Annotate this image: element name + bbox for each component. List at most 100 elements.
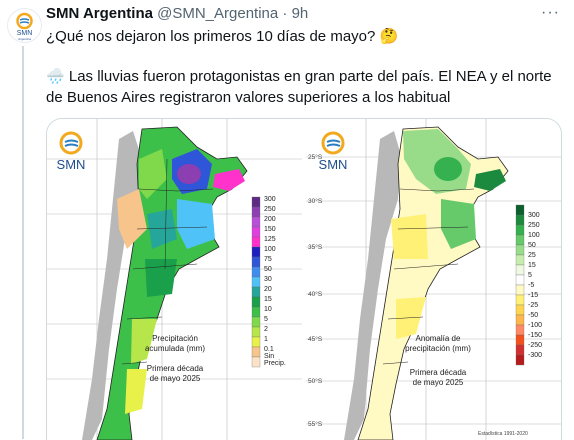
anomaly-map: SMN 25°S 30°S 35°S 40°S 45°S 50°S 55°S Anomalí… [306, 119, 561, 440]
legend-label: 300 [264, 196, 276, 203]
left-caption-2: acumulada (mm) [145, 344, 205, 353]
legend-label: 50 [264, 266, 272, 273]
legend-label: 250 [264, 206, 276, 213]
legend-swatch [251, 326, 261, 338]
left-caption-4: de mayo 2025 [150, 374, 201, 383]
legend-swatch [251, 256, 261, 268]
legend-swatch [515, 254, 525, 266]
tweet-line1: ¿Qué nos dejaron los primeros 10 días de… [46, 27, 398, 45]
legend-swatch [515, 224, 525, 236]
right-footer: Estadística 1991-2020 [478, 431, 528, 437]
legend-label: -15 [528, 292, 538, 299]
avatar-subtext: Argentina [18, 37, 31, 41]
author-name[interactable]: SMN Argentina [46, 5, 153, 22]
legend-swatch [251, 246, 261, 258]
legend-label: 25 [528, 252, 536, 259]
separator: · [282, 5, 288, 22]
svg-text:SMN: SMN [319, 157, 348, 172]
legend-label: 30 [264, 276, 272, 283]
right-caption-4: de mayo 2025 [413, 378, 464, 387]
legend-swatch [515, 214, 525, 226]
legend-swatch [251, 206, 261, 218]
thread-line [22, 46, 24, 439]
right-legend: 300 250 100 50 25 15 5 -5 -15 -25 -50 -100 -150 -250 -… [515, 204, 542, 366]
precipitation-map: SMN Precipitación acumulada (mm) Primera… [47, 119, 302, 440]
legend-label: 0.1 [264, 346, 274, 353]
legend-swatch [251, 336, 261, 348]
legend-label: 2 [264, 326, 268, 333]
legend-label: 20 [264, 286, 272, 293]
tweet-paragraph-text: Las lluvias fueron protagonistas en gran… [46, 68, 552, 106]
legend-label: 15 [264, 296, 272, 303]
latitude-label: 40°S [308, 290, 323, 298]
legend-swatch [251, 216, 261, 228]
more-options-icon[interactable]: ··· [541, 4, 560, 21]
legend-swatch [251, 356, 261, 368]
right-caption-2: precipitación (mm) [405, 344, 471, 353]
left-caption-1: Precipitación [152, 334, 198, 343]
latitude-label: 25°S [308, 153, 323, 161]
legend-label: Sin [264, 353, 274, 360]
legend-label: 150 [264, 226, 276, 233]
legend-swatch [515, 294, 525, 306]
latitude-label: 50°S [308, 377, 323, 385]
legend-swatch [251, 266, 261, 278]
thinking-emoji-icon: 🤔 [379, 28, 399, 45]
legend-label: -50 [528, 312, 538, 319]
avatar-text: SMN [17, 30, 33, 37]
legend-swatch [515, 324, 525, 336]
legend-swatch [251, 306, 261, 318]
legend-swatch [251, 286, 261, 298]
smn-logo-icon: SMN Argentina [16, 12, 33, 41]
legend-label: -100 [528, 322, 542, 329]
legend-swatch [515, 264, 525, 276]
legend-swatch [251, 316, 261, 328]
smn-map-logo-icon: SMN [319, 131, 348, 172]
legend-label: 200 [264, 216, 276, 223]
legend-label: 100 [264, 246, 276, 253]
right-caption-3: Primera década [410, 368, 467, 377]
legend-label: 10 [264, 306, 272, 313]
legend-swatch [515, 274, 525, 286]
latitude-label: 45°S [308, 335, 323, 343]
legend-label: -250 [528, 342, 542, 349]
media-image[interactable]: SMN Precipitación acumulada (mm) Primera… [46, 118, 562, 440]
avatar[interactable]: SMN Argentina [7, 8, 42, 43]
right-caption-1: Anomalía de [416, 334, 461, 343]
legend-label: 5 [264, 316, 268, 323]
legend-swatch [251, 226, 261, 238]
legend-swatch [515, 234, 525, 246]
latitude-label: 55°S [308, 420, 323, 428]
legend-swatch [251, 296, 261, 308]
left-caption-3: Primera década [147, 364, 204, 373]
legend-swatch [515, 334, 525, 346]
legend-swatch [251, 346, 261, 358]
legend-label: -25 [528, 302, 538, 309]
legend-label: 250 [528, 222, 540, 229]
legend-swatch [251, 236, 261, 248]
legend-label: 125 [264, 236, 276, 243]
legend-label: 50 [528, 242, 536, 249]
legend-label: -5 [528, 282, 534, 289]
legend-swatch [515, 204, 525, 216]
legend-label: 15 [528, 262, 536, 269]
smn-map-logo-icon: SMN [57, 131, 86, 172]
rain-emoji-icon: 🌧️ [46, 68, 65, 85]
left-legend: 300 250 200 150 125 100 75 50 30 20 15 10 5 2 1 0.1SinP… [251, 196, 286, 368]
legend-swatch [251, 276, 261, 288]
legend-label: 100 [528, 232, 540, 239]
legend-label: 1 [264, 336, 268, 343]
legend-label: Precip. [264, 360, 286, 367]
legend-label: 5 [528, 272, 532, 279]
svg-text:SMN: SMN [57, 157, 86, 172]
legend-swatch [515, 284, 525, 296]
legend-swatch [515, 314, 525, 326]
legend-label: 300 [528, 212, 540, 219]
timestamp[interactable]: 9h [291, 5, 309, 22]
latitude-label: 35°S [308, 243, 323, 251]
legend-label: -150 [528, 332, 542, 339]
legend-swatch [251, 196, 261, 208]
author-handle[interactable]: @SMN_Argentina [157, 5, 279, 22]
legend-swatch [515, 344, 525, 356]
latitude-labels: 25°S 30°S 35°S 40°S 45°S 50°S 55°S [308, 153, 323, 428]
